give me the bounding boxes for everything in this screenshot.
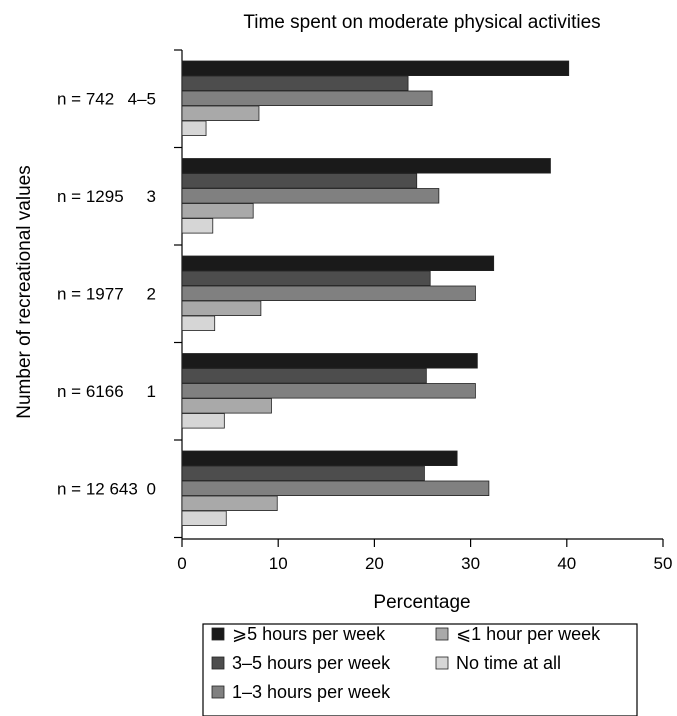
y-tick-label: 3: [147, 187, 156, 206]
bar: [182, 91, 432, 106]
bar: [182, 301, 261, 316]
legend-swatch: [436, 628, 448, 640]
bar: [182, 384, 475, 399]
legend-swatch: [212, 657, 224, 669]
bar: [182, 316, 215, 331]
legend-label: 1–3 hours per week: [232, 682, 391, 702]
legend-label: ⩽1 hour per week: [456, 624, 601, 644]
bar: [182, 451, 457, 466]
chart-title: Time spent on moderate physical activiti…: [243, 12, 600, 33]
y-tick-label: 0: [147, 480, 156, 499]
bar: [182, 76, 408, 91]
bar: [182, 399, 271, 414]
bar: [182, 61, 569, 76]
bar: [182, 354, 477, 369]
y-tick-label: 4–5: [128, 90, 156, 109]
bar: [182, 174, 417, 189]
bar: [182, 511, 226, 526]
x-tick-label: 30: [461, 554, 480, 573]
bar: [182, 414, 224, 429]
x-tick-label: 50: [654, 554, 673, 573]
bar: [182, 159, 550, 174]
legend-swatch: [212, 686, 224, 698]
bar: [182, 271, 430, 286]
legend-label: ⩾5 hours per week: [232, 624, 386, 644]
bar: [182, 466, 424, 481]
y-tick-label: 2: [147, 285, 156, 304]
legend-swatch: [436, 657, 448, 669]
legend: ⩾5 hours per week ⩽1 hour per week 3–5 hou…: [203, 624, 637, 716]
bar: [182, 496, 277, 511]
legend-label: 3–5 hours per week: [232, 653, 391, 673]
legend-swatch: [212, 628, 224, 640]
x-tick-label: 0: [177, 554, 186, 573]
group-size-label: n = 1295: [57, 187, 124, 206]
bar: [182, 286, 475, 301]
x-tick-label: 10: [269, 554, 288, 573]
bar: [182, 189, 439, 204]
bar: [182, 256, 494, 271]
y-tick-label: 1: [147, 382, 156, 401]
legend-label: No time at all: [456, 653, 561, 673]
group-size-label: n = 742: [57, 90, 114, 109]
x-tick-label: 40: [557, 554, 576, 573]
bar: [182, 219, 213, 234]
bar: [182, 204, 253, 219]
bar: [182, 481, 489, 496]
group-size-label: n = 12 643: [57, 480, 138, 499]
y-axis-label: Number of recreational values: [14, 165, 35, 418]
group-size-label: n = 6166: [57, 382, 124, 401]
x-tick-label: 20: [365, 554, 384, 573]
x-axis-label: Percentage: [373, 592, 470, 613]
bar: [182, 106, 259, 121]
group-size-label: n = 1977: [57, 285, 124, 304]
plot-area: 0 10 20 30 40 50n = 742 4–5n = 1295 3n = 1977 2n…: [57, 50, 672, 573]
bar: [182, 121, 206, 136]
bar: [182, 369, 426, 384]
